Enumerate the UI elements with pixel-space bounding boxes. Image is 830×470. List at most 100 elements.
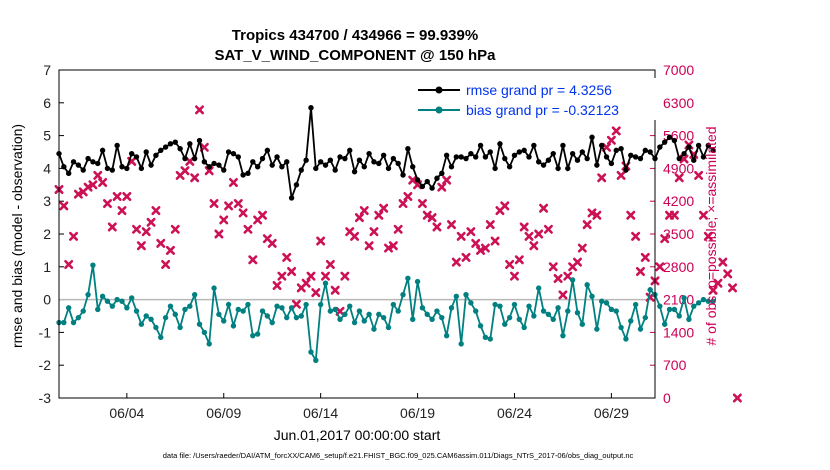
bias-point [167, 303, 174, 309]
x-stroke [519, 222, 529, 232]
rmse-point [710, 147, 716, 154]
x-axis: 06/04 06/09 06/14 06/19 06/24 06/29 [109, 393, 629, 421]
rmse-point [366, 150, 372, 157]
bias-point [240, 308, 246, 314]
right-y-tick-label: 6300 [663, 95, 694, 111]
y-tick-label: 6 [43, 95, 51, 111]
rmse-point [545, 157, 552, 163]
rmse-point [414, 177, 421, 183]
bias-point [201, 329, 208, 336]
x-stroke [243, 224, 253, 234]
bias-point [661, 321, 668, 327]
rmse-point [269, 162, 275, 168]
rmse-point [439, 170, 445, 177]
bias-point [414, 278, 421, 285]
assimilated-obs-marker [519, 222, 529, 232]
x-stroke [655, 262, 665, 272]
rmse-point [148, 162, 154, 168]
assimilated-obs-marker [195, 105, 205, 115]
rmse-point [473, 154, 479, 160]
assimilated-obs-marker [660, 234, 670, 244]
rmse-point [589, 134, 595, 140]
bias-series [56, 262, 716, 364]
bias-point [439, 314, 445, 321]
assimilated-obs-marker [485, 220, 495, 230]
x-stroke [233, 199, 243, 209]
x-stroke [582, 220, 592, 230]
chart-subtitle: SAT_V_WIND_COMPONENT @ 150 hPa [214, 47, 496, 64]
x-stroke [151, 206, 161, 216]
right-y-tick-label: 4200 [663, 193, 694, 209]
rmse-point [322, 162, 329, 168]
rmse-point [560, 142, 566, 149]
rmse-point [191, 155, 198, 162]
assimilated-obs-marker [146, 217, 156, 227]
assimilated-obs-marker [403, 192, 413, 202]
x-stroke [543, 224, 553, 234]
x-stroke [180, 166, 190, 176]
bias-point [666, 306, 673, 313]
x-stroke [456, 231, 466, 241]
legend: rmse grand pr = 4.3256 bias grand pr = -… [412, 78, 658, 120]
assimilated-obs-marker [248, 255, 258, 265]
rmse-point [124, 165, 130, 172]
assimilated-obs-marker [325, 259, 335, 269]
bias-point [293, 314, 300, 321]
rmse-point [327, 157, 334, 163]
bias-point [361, 318, 367, 324]
assimilated-obs-marker [543, 224, 553, 234]
bias-point [177, 324, 183, 331]
x-stroke [301, 278, 311, 288]
bias-point [351, 319, 358, 326]
rmse-point [264, 147, 271, 154]
bias-point [308, 349, 314, 355]
rmse-point [109, 167, 116, 173]
x-stroke [127, 156, 137, 166]
rmse-point [356, 157, 363, 163]
assimilated-obs-marker [165, 245, 175, 255]
x-stroke [117, 206, 127, 216]
rmse-point [429, 185, 435, 191]
assimilated-obs-marker [640, 252, 650, 262]
bias-point [448, 305, 455, 311]
assimilated-obs-marker [698, 210, 708, 220]
bias-point [531, 313, 537, 319]
bias-point [216, 311, 222, 318]
x-stroke [509, 271, 519, 281]
right-y-tick-label: 7000 [663, 62, 694, 78]
x-stroke [476, 245, 486, 255]
assimilated-obs-marker [442, 175, 452, 185]
right-y-tick-label: 0 [663, 390, 671, 406]
x-stroke [262, 234, 272, 244]
bias-point [632, 301, 639, 308]
rmse-point [618, 146, 624, 152]
x-stroke [679, 154, 689, 164]
assimilated-obs-marker [64, 259, 74, 269]
assimilated-obs-marker [364, 241, 374, 251]
assimilated-obs-marker [379, 203, 389, 213]
bias-point [162, 314, 169, 321]
x-stroke [485, 220, 495, 230]
bias-point [327, 308, 334, 314]
x-stroke [248, 255, 258, 265]
rmse-point [279, 164, 285, 170]
x-axis-label: Jun.01,2017 00:00:00 start [274, 427, 441, 443]
assimilated-obs-marker [141, 227, 151, 237]
assimilated-obs-marker [219, 215, 229, 225]
bias-point [594, 326, 600, 332]
bias-point [473, 308, 479, 314]
plot-frame [58, 69, 656, 399]
y-tick-label: -2 [39, 357, 52, 373]
x-stroke [432, 222, 442, 232]
bias-point [560, 332, 566, 339]
bias-point [65, 305, 72, 311]
bias-point [705, 298, 712, 304]
bias-point [254, 331, 261, 337]
rmse-point [235, 154, 241, 160]
x-stroke [364, 241, 374, 251]
bias-point [114, 296, 120, 303]
assimilated-obs-marker [306, 271, 316, 281]
x-stroke [563, 271, 573, 281]
assimilated-obs-marker [311, 288, 321, 298]
x-stroke [635, 266, 645, 276]
